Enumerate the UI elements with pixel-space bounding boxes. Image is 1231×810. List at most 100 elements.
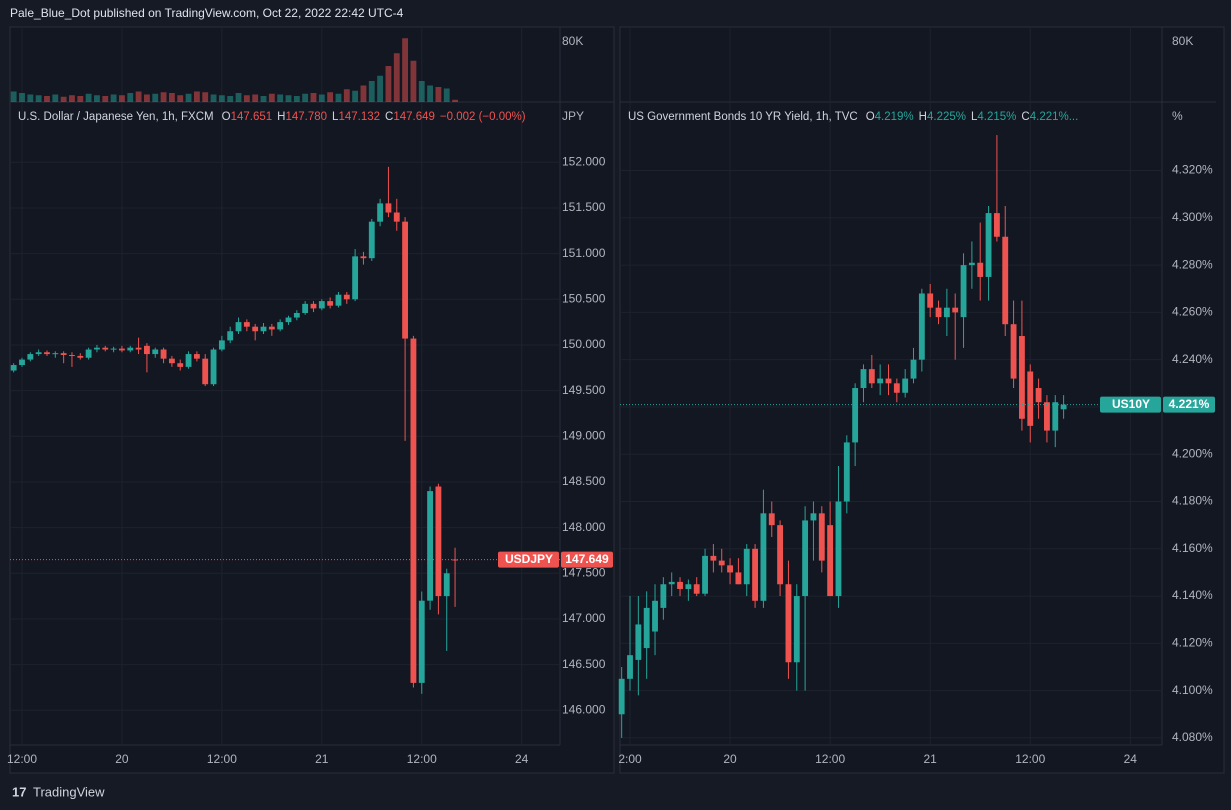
candle-body [1010,324,1017,379]
volume-bar [218,95,225,102]
x-tick-label: 12:00 [207,752,237,766]
volume-bar [227,96,234,102]
legend-value: 147.132 [338,111,380,123]
candle-body [160,349,167,359]
candle-body [235,322,242,332]
volume-bar [19,93,25,102]
y-tick-label: 4.100% [1172,683,1213,697]
candle-body [710,555,717,561]
candle-body [760,513,767,601]
y-tick-label: 4.200% [1172,446,1213,460]
candle-body [144,345,150,355]
volume-bar [343,89,350,102]
candle-body [835,501,842,597]
candle-body [435,486,442,597]
candle-body [185,354,192,367]
candle-body [852,388,859,443]
candle-body [927,293,934,308]
volume-bar [144,94,150,102]
legend-key: L [971,111,978,123]
axis-unit: JPY [562,109,584,123]
y-tick-label: 150.000 [562,337,606,351]
candle-body [902,378,909,393]
symbol-label: USDJPY [505,552,553,566]
candle-body [660,584,667,608]
y-tick-label: 4.280% [1172,257,1213,271]
volume-bar [235,93,242,102]
symbol-label: US10Y [1112,397,1150,411]
candle-body [152,349,159,355]
candle-body [777,525,784,585]
y-tick-label: 149.000 [562,428,606,442]
legend: US Government Bonds 10 YR Yield, 1h, TVC… [628,111,1078,123]
volume-bar [327,92,334,102]
candle-body [27,354,34,360]
footer: TradingView [33,784,105,799]
candle-body [218,340,225,350]
axis-unit: % [1172,109,1183,123]
legend-title: U.S. Dollar / Japanese Yen, 1h, FXCM [18,111,214,123]
candle-body [877,378,884,384]
y-tick-label: 4.300% [1172,210,1213,224]
candle-body [735,572,742,585]
chart: 146.000 146.500 147.000 147.500 148.000 148.5… [7,27,614,766]
legend-key: C [1021,111,1029,123]
y-tick-label: 148.500 [562,474,606,488]
legend-key: C [385,111,393,123]
x-tick-label: 12:00 [7,752,37,766]
y-tick-label: 4.240% [1172,352,1213,366]
candle-body [985,213,992,277]
candle-body [343,294,350,300]
y-tick-label: 4.120% [1172,636,1213,650]
volume-tick-label: 80K [562,34,583,48]
x-tick-label: 20 [723,752,737,766]
volume-bar [94,95,100,102]
header: Pale_Blue_Dot published on TradingView.c… [10,6,404,20]
volume-bar [452,99,458,102]
volume-bar [318,94,325,102]
legend-value: 147.649 [393,111,435,123]
candle-body [60,353,67,355]
candle-body [418,600,425,683]
y-tick-label: 146.000 [562,702,606,716]
candle-body [827,525,834,597]
candle-body [360,256,367,259]
y-tick-label: 4.260% [1172,305,1213,319]
candle-body [393,212,400,222]
volume-bar [152,93,159,102]
candle-body [802,520,809,597]
candle-body [69,354,75,356]
candle-body [843,442,850,502]
volume-bar [427,85,433,102]
volume-bar [443,88,450,102]
candle-body [177,363,184,367]
y-tick-label: 152.000 [562,154,606,168]
symbol-label-box [498,551,559,568]
candle-body [52,353,59,355]
volume-bar [60,96,67,102]
volume-bar [160,92,167,102]
candle-body [968,262,975,266]
volume-bar [193,91,200,102]
candle-body [1018,336,1025,419]
candle-body [227,331,234,341]
y-tick-label: 149.500 [562,383,606,397]
volume-bar [252,94,259,102]
candle-body [943,307,950,318]
candle-body [935,307,942,318]
volume-bar [52,94,59,102]
candle-body [893,383,900,393]
candle-body [427,491,433,601]
chart: 4.080% 4.100% 4.120% 4.140% 4.160% 4.180% 4.20… [618,27,1216,766]
y-tick-label: 151.000 [562,246,606,260]
y-tick-label: 147.000 [562,611,606,625]
legend-key: L [332,111,339,123]
volume-bar [210,94,217,102]
volume-bar [435,87,442,102]
legend-key: O [866,111,875,123]
candle-body [402,221,409,339]
last-price-label: 4.221% [1169,397,1210,411]
candle-body [268,326,275,330]
volume-bar [177,95,184,102]
